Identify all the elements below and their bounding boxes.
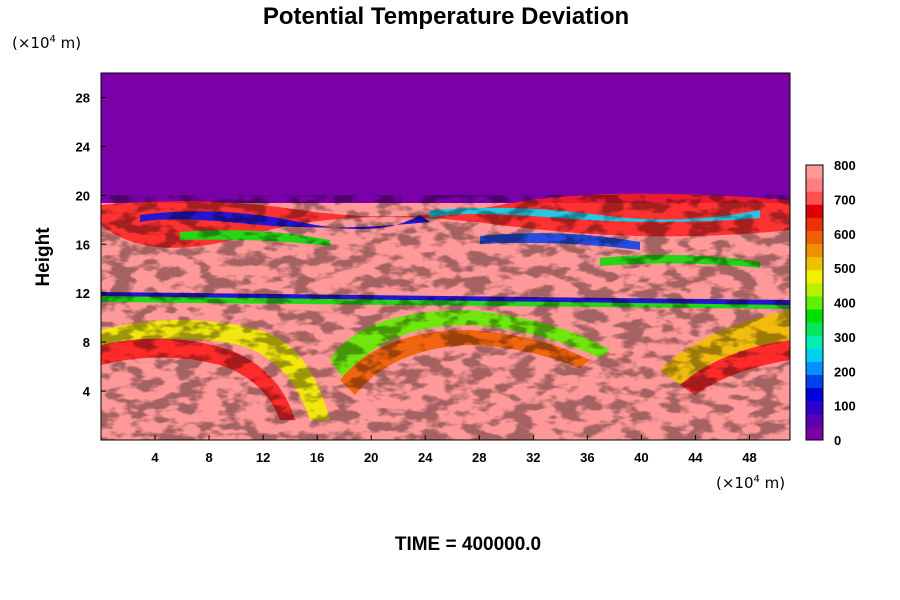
time-label: TIME = 400000.0 <box>395 534 541 555</box>
colorbar-swatch <box>806 191 823 205</box>
y-tick-label: 4 <box>83 384 91 399</box>
colorbar-tick-label: 500 <box>834 261 856 276</box>
colorbar-tick-label: 600 <box>834 227 856 242</box>
colorbar-swatch <box>806 374 823 389</box>
colorbar-tick-label: 0 <box>834 433 841 448</box>
texture-overlay <box>101 195 790 440</box>
colorbar-swatch <box>806 217 823 231</box>
x-tick-label: 4 <box>151 450 159 465</box>
y-unit-label: (×104 m) <box>12 34 81 52</box>
colorbar-tick-label: 300 <box>834 330 856 345</box>
x-tick-label: 28 <box>472 450 486 465</box>
colorbar-swatch <box>806 309 823 323</box>
x-tick-label: 40 <box>634 450 648 465</box>
x-unit-label: (×104 m) <box>716 474 785 492</box>
colorbar-tick-label: 800 <box>834 158 856 173</box>
x-tick-label: 20 <box>364 450 378 465</box>
colorbar-swatch <box>806 361 823 376</box>
y-axis-label: Height <box>33 227 54 287</box>
x-tick-label: 12 <box>256 450 270 465</box>
x-tick-label: 48 <box>742 450 756 465</box>
y-tick-label: 20 <box>76 188 90 203</box>
colorbar-swatch <box>806 387 823 402</box>
plot-area <box>101 73 790 440</box>
y-unit-base: (×10 <box>12 34 50 52</box>
colorbar-swatch <box>806 204 823 218</box>
colorbar-swatch <box>806 165 823 179</box>
x-unit-exp: 4 <box>754 474 760 485</box>
x-tick-label: 24 <box>418 450 433 465</box>
x-tick-label: 32 <box>526 450 540 465</box>
y-unit-exp: 4 <box>50 34 56 45</box>
upper-region <box>101 73 790 203</box>
colorbar-tick-label: 700 <box>834 192 856 207</box>
colorbar-swatch <box>806 400 823 415</box>
y-tick-label: 12 <box>76 286 90 301</box>
colorbar-swatch <box>806 335 823 349</box>
y-tick-labels: 4 8 12 16 20 24 28 <box>76 90 106 399</box>
y-tick-label: 24 <box>76 139 91 154</box>
colorbar-tick-label: 200 <box>834 364 856 379</box>
colorbar-tick-label: 400 <box>834 296 856 311</box>
chart-title: Potential Temperature Deviation <box>263 3 629 30</box>
x-unit-base: (×10 <box>716 474 754 492</box>
colorbar-swatch <box>806 426 823 441</box>
x-unit-tail: m) <box>760 474 785 492</box>
x-tick-label: 44 <box>688 450 703 465</box>
plot-frame <box>100 72 791 441</box>
colorbar-tick-label: 100 <box>834 399 856 414</box>
colorbar-swatch <box>806 348 823 362</box>
colorbar-swatch <box>806 256 823 271</box>
y-unit-tail: m) <box>56 34 81 52</box>
colorbar-swatch <box>806 269 823 284</box>
colorbar-frame <box>805 164 824 441</box>
y-tick-label: 28 <box>76 90 90 105</box>
colorbar-swatch <box>806 322 823 336</box>
x-tick-labels: 4 8 12 16 20 24 28 32 36 40 44 48 <box>151 435 757 465</box>
x-tick-label: 8 <box>205 450 212 465</box>
colorbar: 0 100 200 300 400 500 600 700 800 <box>805 158 856 448</box>
colorbar-swatch <box>806 243 823 258</box>
colorbar-swatch <box>806 230 823 245</box>
colorbar-swatch <box>806 178 823 192</box>
y-tick-label: 16 <box>76 237 90 252</box>
y-tick-label: 8 <box>83 335 90 350</box>
x-tick-label: 16 <box>310 450 324 465</box>
colorbar-swatch <box>806 282 823 297</box>
x-tick-label: 36 <box>580 450 594 465</box>
colorbar-swatch <box>806 413 823 428</box>
colorbar-swatch <box>806 295 823 310</box>
